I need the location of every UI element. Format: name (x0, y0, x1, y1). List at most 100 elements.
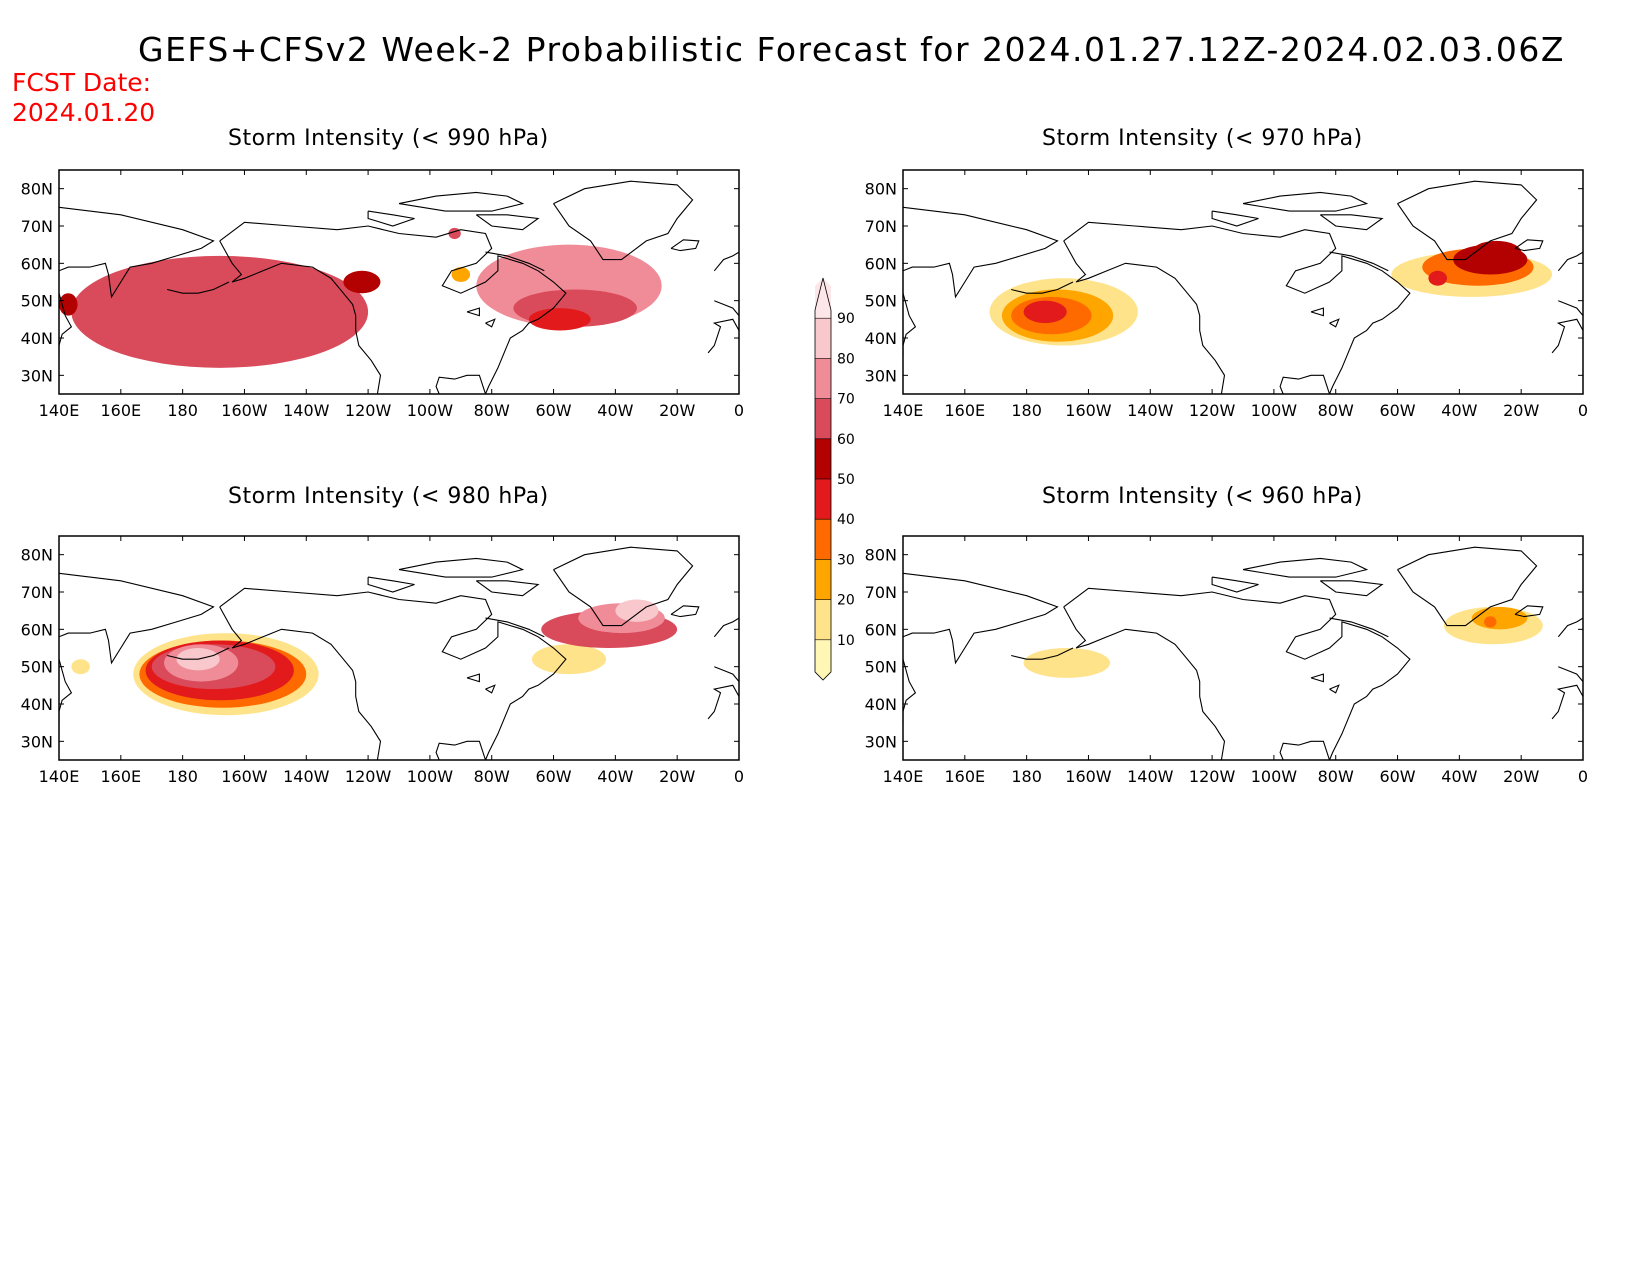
colorbar-level-label: 80 (837, 351, 855, 367)
probability-region (1471, 606, 1528, 630)
lon-tick-label: 80W (1318, 401, 1354, 420)
colorbar-level-label: 30 (837, 552, 855, 568)
probability-region (71, 255, 369, 368)
colorbar-level-label: 70 (837, 392, 855, 408)
coastline (707, 684, 739, 720)
map-frame (902, 169, 1584, 395)
lat-tick-label: 40N (865, 695, 897, 714)
forecast-date-block: FCST Date: 2024.01.20 (12, 68, 155, 128)
colorbar: 10 20 30 40 50 60 70 80 90 (814, 277, 855, 681)
probability-field (59, 546, 739, 760)
lon-tick-label: 140W (283, 767, 330, 786)
colorbar-segment (815, 599, 831, 640)
lat-tick-label: 30N (865, 732, 897, 751)
lon-tick-label: 160E (100, 401, 141, 420)
lon-tick-label: 40W (597, 767, 633, 786)
lat-tick-label: 80N (21, 546, 53, 565)
coastline (1557, 617, 1583, 638)
probability-region (1023, 648, 1111, 678)
coastline (903, 659, 917, 723)
lon-tick-label: 140E (883, 767, 924, 786)
coastline (466, 673, 480, 683)
probability-region (1484, 616, 1497, 628)
coastline (1514, 239, 1544, 252)
colorbar-segment (815, 519, 831, 560)
lon-tick-label: 160W (1065, 767, 1112, 786)
coastline (219, 221, 567, 394)
lon-tick-label: 60W (535, 767, 571, 786)
lon-tick-label: 100W (407, 767, 454, 786)
map-panel-970: 140E 160E 180 160W 140W 120W 100W 80W 60W 40W 20W 0… (865, 169, 1588, 420)
main-title: GEFS+CFSv2 Week-2 Probabilistic Forecast… (138, 30, 1565, 69)
lat-tick-label: 50N (865, 292, 897, 311)
colorbar-segment (815, 479, 831, 520)
probability-region (451, 267, 471, 282)
coastline (553, 180, 694, 261)
probability-field (903, 180, 1583, 394)
lat-tick-label: 70N (21, 583, 53, 602)
colorbar-level-label: 50 (837, 472, 855, 488)
lon-tick-label: 20W (1503, 767, 1539, 786)
coastline (59, 572, 215, 665)
lon-tick-label: 160W (221, 767, 268, 786)
coastline (1011, 281, 1074, 294)
coastline (1329, 617, 1389, 638)
lon-tick-label: 160W (1065, 401, 1112, 420)
panel-title-990: Storm Intensity (< 990 hPa) (228, 126, 549, 151)
lon-tick-label: 60W (535, 401, 571, 420)
coastline (475, 580, 540, 597)
lon-tick-label: 180 (1011, 401, 1042, 420)
probability-field (903, 546, 1583, 760)
coastline (1063, 606, 1226, 760)
coastline (219, 587, 567, 760)
coastline (1558, 300, 1583, 316)
lon-tick-label: 0 (1578, 401, 1588, 420)
coastline (903, 206, 1059, 299)
coastline (1514, 605, 1544, 618)
lon-tick-label: 20W (1503, 401, 1539, 420)
lon-tick-label: 180 (167, 401, 198, 420)
probability-region (448, 227, 461, 240)
coastline (1397, 180, 1538, 261)
map-panel-990: 140E 160E 180 160W 140W 120W 100W 80W 60W 40W 20W 0… (21, 169, 744, 420)
colorbar-segment (815, 358, 831, 399)
lon-tick-label: 100W (407, 401, 454, 420)
colorbar-level-label: 90 (837, 311, 855, 327)
coastline (713, 251, 739, 272)
map-frame (58, 169, 740, 395)
coastline (466, 307, 480, 317)
lon-tick-label: 0 (734, 401, 744, 420)
probability-region (1023, 300, 1067, 324)
lon-tick-label: 100W (1251, 401, 1298, 420)
coastline (475, 214, 540, 231)
lon-tick-label: 40W (1441, 767, 1477, 786)
lat-tick-label: 80N (865, 546, 897, 565)
coastline (553, 546, 694, 627)
colorbar-segment (815, 318, 831, 359)
lat-tick-label: 30N (21, 732, 53, 751)
colorbar-level-label: 60 (837, 432, 855, 448)
lon-tick-label: 80W (474, 401, 510, 420)
coastline (713, 617, 739, 638)
map-frame (902, 535, 1584, 761)
probability-region (343, 270, 381, 294)
lon-tick-label: 180 (167, 767, 198, 786)
lon-tick-label: 160E (944, 767, 985, 786)
lat-tick-label: 60N (865, 254, 897, 273)
coastline (485, 617, 545, 638)
lat-tick-label: 80N (21, 180, 53, 199)
colorbar-segment (815, 278, 831, 319)
lon-tick-label: 180 (1011, 767, 1042, 786)
map-panel-960: 140E 160E 180 160W 140W 120W 100W 80W 60W 40W 20W 0… (865, 535, 1588, 786)
lat-tick-label: 70N (865, 217, 897, 236)
lat-tick-label: 60N (865, 620, 897, 639)
lat-tick-label: 40N (21, 695, 53, 714)
coastline (1063, 587, 1411, 760)
coastline (398, 191, 525, 212)
colorbar-segment (815, 438, 831, 479)
panel-title-960: Storm Intensity (< 960 hPa) (1042, 484, 1363, 509)
colorbar-segment (815, 639, 831, 680)
lat-tick-label: 50N (21, 292, 53, 311)
coastline (398, 557, 525, 578)
